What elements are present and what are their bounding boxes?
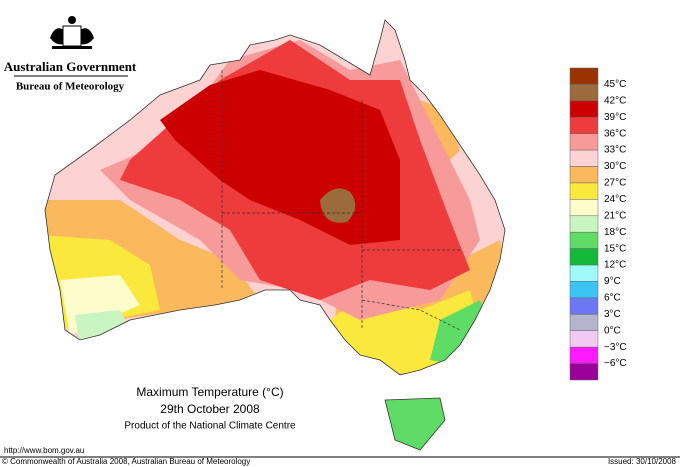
map-date: 29th October 2008 — [160, 402, 260, 416]
legend-swatch — [569, 281, 599, 299]
legend-label: 45°C — [604, 79, 626, 90]
legend-label: 12°C — [604, 260, 626, 271]
legend-swatch — [569, 363, 599, 381]
bureau-name: Bureau of Meteorology — [16, 81, 125, 93]
map-product: Product of the National Climate Centre — [124, 421, 296, 432]
legend-label: 18°C — [604, 227, 626, 238]
government-name: Australian Government — [4, 59, 137, 74]
legend-label: 39°C — [604, 112, 626, 123]
legend-label: 6°C — [604, 293, 621, 304]
legend-swatch — [569, 117, 599, 134]
legend-swatch — [569, 330, 599, 348]
footer-copyright: © Commonwealth of Australia 2008, Austra… — [2, 457, 250, 466]
legend-swatch — [569, 248, 599, 266]
temperature-map — [45, 20, 505, 375]
legend-label: 9°C — [604, 276, 621, 287]
coat-of-arms — [50, 16, 94, 49]
legend-swatch — [569, 231, 599, 249]
legend-swatch — [569, 314, 599, 331]
legend-label: −6°C — [604, 358, 627, 369]
map-title: Maximum Temperature (°C) — [136, 385, 283, 399]
legend-label: 30°C — [604, 161, 626, 172]
legend-swatch — [569, 149, 599, 167]
legend-swatch — [569, 182, 599, 200]
legend-label: 42°C — [604, 95, 626, 106]
tasmania — [384, 397, 446, 451]
legend-label: 3°C — [604, 309, 621, 320]
legend-swatch — [569, 215, 599, 233]
legend-swatch — [569, 133, 599, 151]
legend-swatch — [569, 297, 599, 315]
legend-label: 36°C — [604, 128, 626, 139]
footer-issued: Issued: 30/10/2008 — [608, 457, 677, 466]
legend-swatch — [569, 166, 599, 184]
legend-label: 21°C — [604, 210, 626, 221]
state-borders — [221, 70, 461, 331]
legend-label: 15°C — [604, 243, 626, 254]
legend-swatch — [569, 264, 599, 282]
legend-label: 27°C — [604, 178, 626, 189]
legend-swatch — [569, 199, 599, 217]
legend-swatch — [569, 84, 599, 102]
legend-label: 0°C — [604, 325, 621, 336]
legend-swatch — [569, 346, 599, 364]
legend: 45°C 42°C 39°C 36°C 33°C 30°C 27°C 24°C 21°C 18°C… — [569, 67, 627, 381]
legend-label: 24°C — [604, 194, 626, 205]
legend-label: −3°C — [604, 342, 627, 353]
legend-swatch — [569, 100, 599, 118]
footer-url: http://www.bom.gov.au — [4, 446, 84, 455]
legend-swatch — [569, 67, 599, 85]
legend-label: 33°C — [604, 145, 626, 156]
